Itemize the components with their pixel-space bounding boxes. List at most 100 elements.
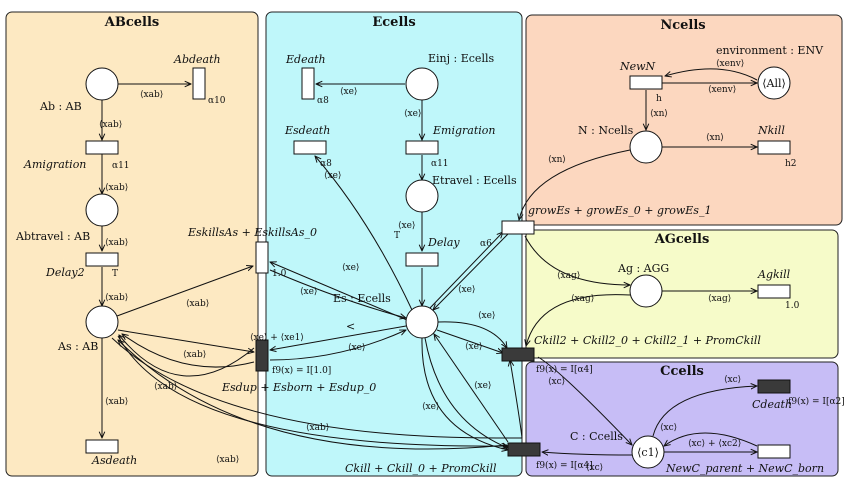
transition-ckill-label: Ckill + Ckill_0 + PromCkill xyxy=(345,462,497,475)
arc-label: ⟨xab⟩ xyxy=(186,299,209,309)
ccells-title: Ccells xyxy=(660,364,704,379)
agcells-title: AGcells xyxy=(654,232,710,247)
arc-label: ⟨xab⟩ xyxy=(105,238,128,248)
rate-delay2: T xyxy=(112,269,118,279)
arc-label: ⟨xe⟩ xyxy=(404,109,421,119)
arc-label: ⟨xab⟩ xyxy=(154,382,177,392)
arc-label: ⟨xag⟩ xyxy=(557,271,580,281)
arc-label: ⟨xc⟩ xyxy=(660,423,677,433)
arc-labels: ⟨xab⟩ ⟨xab⟩ ⟨xab⟩ ⟨xab⟩ ⟨xab⟩ ⟨xab⟩ ⟨xab… xyxy=(99,59,744,473)
arc-label: ⟨xab⟩ xyxy=(99,120,122,130)
transition-nkill-label: Nkill xyxy=(757,124,785,137)
arc-label: ⟨xe⟩ xyxy=(340,87,357,97)
ecells-title: Ecells xyxy=(372,15,415,30)
rate-delay: T xyxy=(394,231,400,241)
transition-nkill xyxy=(757,140,791,155)
transition-asdeath xyxy=(85,439,119,454)
rate-nkill: h2 xyxy=(785,159,797,169)
transition-asdeath-label: Asdeath xyxy=(91,454,137,467)
arc-label: < xyxy=(346,320,355,333)
rate-grow: α6 xyxy=(480,239,492,249)
arc-label: ⟨xe⟩ xyxy=(465,342,482,352)
transition-ckill2-label: Ckill2 + Ckill2_0 + Ckill2_1 + PromCkill xyxy=(534,334,761,347)
place-einj xyxy=(405,67,439,101)
transition-cdeath-label: Cdeath xyxy=(752,398,792,411)
arc-label: ⟨xe⟩ + ⟨xe1⟩ xyxy=(250,333,304,343)
place-etravel xyxy=(405,179,439,213)
arc-label: ⟨xab⟩ xyxy=(105,293,128,303)
place-abtravel-label: Abtravel : AB xyxy=(15,230,90,243)
rate-eskills: 1.0 xyxy=(272,269,287,279)
rate-edeath: α8 xyxy=(317,96,329,106)
rate-esdeath: α8 xyxy=(320,159,332,169)
arcs xyxy=(102,68,757,455)
arc-label: ⟨xab⟩ xyxy=(306,423,329,433)
transition-grow xyxy=(501,220,535,235)
transition-abdeath xyxy=(192,67,206,100)
place-es-label: Es : Ecells xyxy=(333,292,391,305)
arc-label: ⟨xe⟩ xyxy=(300,287,317,297)
place-etravel-label: Etravel : Ecells xyxy=(432,174,517,187)
place-einj-label: Einj : Ecells xyxy=(428,52,494,65)
transition-ckill xyxy=(507,442,541,457)
arc-label: ⟨xab⟩ xyxy=(140,90,163,100)
guard-ckill: f9(x) = I[α4] xyxy=(536,460,593,471)
transition-esdup-label: Esdup + Esborn + Esdup_0 xyxy=(221,381,376,394)
place-ab-label: Ab : AB xyxy=(39,100,82,113)
agcells-region xyxy=(525,229,839,359)
guard-esdup: f9(x) = I[1.0] xyxy=(272,365,331,376)
arc-label: ⟨xe⟩ xyxy=(422,402,439,412)
transition-grow-label: growEs + growEs_0 + growEs_1 xyxy=(528,204,711,217)
arc-label: ⟨xn⟩ xyxy=(650,109,668,119)
transition-newn xyxy=(629,75,663,90)
transition-emigration-label: Emigration xyxy=(432,124,495,137)
place-abtravel xyxy=(85,193,119,227)
rate-emigration: α11 xyxy=(431,159,449,169)
transition-delay2-label: Delay2 xyxy=(45,266,85,279)
transition-esdup xyxy=(255,339,269,372)
arc-label: ⟨xab⟩ xyxy=(183,350,206,360)
arc-label: ⟨xag⟩ xyxy=(571,294,594,304)
place-as-label: As : AB xyxy=(57,340,98,353)
arc-label: ⟨xe⟩ xyxy=(398,221,415,231)
transition-emigration xyxy=(405,140,439,155)
transition-ckill2 xyxy=(501,347,535,362)
arc-label: ⟨xn⟩ xyxy=(548,155,566,165)
ncells-title: Ncells xyxy=(660,18,705,33)
ncells-region xyxy=(525,14,843,226)
transition-delay2 xyxy=(85,252,119,267)
arc-label: ⟨xe⟩ xyxy=(458,285,475,295)
arc-label: ⟨xab⟩ xyxy=(216,455,239,465)
transition-eskills-label: EskillsAs + EskillsAs_0 xyxy=(187,226,317,239)
transition-newn-label: NewN xyxy=(619,60,656,73)
rate-amigration: α11 xyxy=(112,161,130,171)
transition-delay xyxy=(405,252,439,267)
transition-edeath xyxy=(301,67,315,100)
transition-abdeath-label: Abdeath xyxy=(173,53,221,66)
arc-label: ⟨xe⟩ xyxy=(342,263,359,273)
arc-label: ⟨xe⟩ xyxy=(324,171,341,181)
place-es xyxy=(405,305,439,339)
transition-amigration-label: Amigration xyxy=(23,158,86,171)
abcells-title: ABcells xyxy=(104,15,159,30)
guard-cdeath: f9(x) = I[α2] xyxy=(788,396,845,407)
transition-esdeath xyxy=(293,140,327,155)
arc-label: ⟨xc⟩ xyxy=(724,375,741,385)
ccells-region xyxy=(525,361,839,477)
transition-agkill xyxy=(757,284,791,299)
transition-edeath-label: Edeath xyxy=(285,53,326,66)
transition-delay-label: Delay xyxy=(427,236,460,249)
arc-label: ⟨xn⟩ xyxy=(706,133,724,143)
place-n xyxy=(629,130,663,164)
place-ab xyxy=(85,67,119,101)
c-token: ⟨c1⟩ xyxy=(637,446,659,459)
arc-label: ⟨xc⟩ xyxy=(586,463,603,473)
place-as xyxy=(85,305,119,339)
rate-abdeath: α10 xyxy=(208,96,226,106)
place-c xyxy=(631,435,665,469)
arc-label: ⟨xe⟩ xyxy=(348,343,365,353)
place-c-label: C : Ccells xyxy=(570,430,623,443)
transition-newc-label: NewC_parent + NewC_born xyxy=(665,462,824,475)
arc-label: ⟨xc⟩ xyxy=(548,377,565,387)
